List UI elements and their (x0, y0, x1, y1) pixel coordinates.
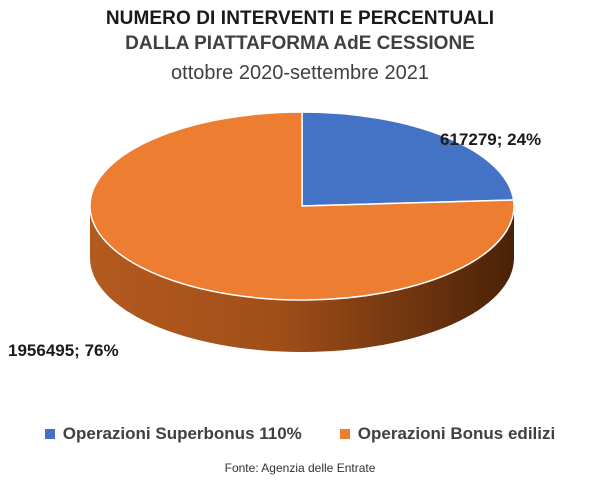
data-label-superbonus: 617279; 24% (440, 130, 542, 149)
chart-subtitle: ottobre 2020-settembre 2021 (171, 62, 429, 84)
legend-item-bonus-edilizi: Operazioni Bonus edilizi (339, 424, 556, 444)
legend-swatch-superbonus (44, 429, 55, 439)
legend-label-bonus-edilizi: Operazioni Bonus edilizi (357, 424, 556, 443)
chart-title: NUMERO DI INTERVENTI E PERCENTUALI (105, 8, 495, 29)
slice-superbonus[interactable] (301, 111, 515, 207)
source-note: Fonte: Agenzia delle Entrate (224, 461, 376, 475)
data-label-bonus-edilizi: 1956495; 76% (8, 341, 119, 360)
pie-side-wall (90, 206, 514, 352)
legend-item-superbonus: Operazioni Superbonus 110% (44, 424, 302, 444)
chart-title-line2: DALLA PIATTAFORMA AdE CESSIONE (125, 33, 475, 54)
legend: Operazioni Superbonus 110% Operazioni Bo… (0, 424, 600, 444)
legend-swatch-bonus-edilizi (339, 429, 350, 439)
slice-bonus-edilizi[interactable] (89, 111, 515, 301)
legend-label-superbonus: Operazioni Superbonus 110% (62, 424, 302, 443)
